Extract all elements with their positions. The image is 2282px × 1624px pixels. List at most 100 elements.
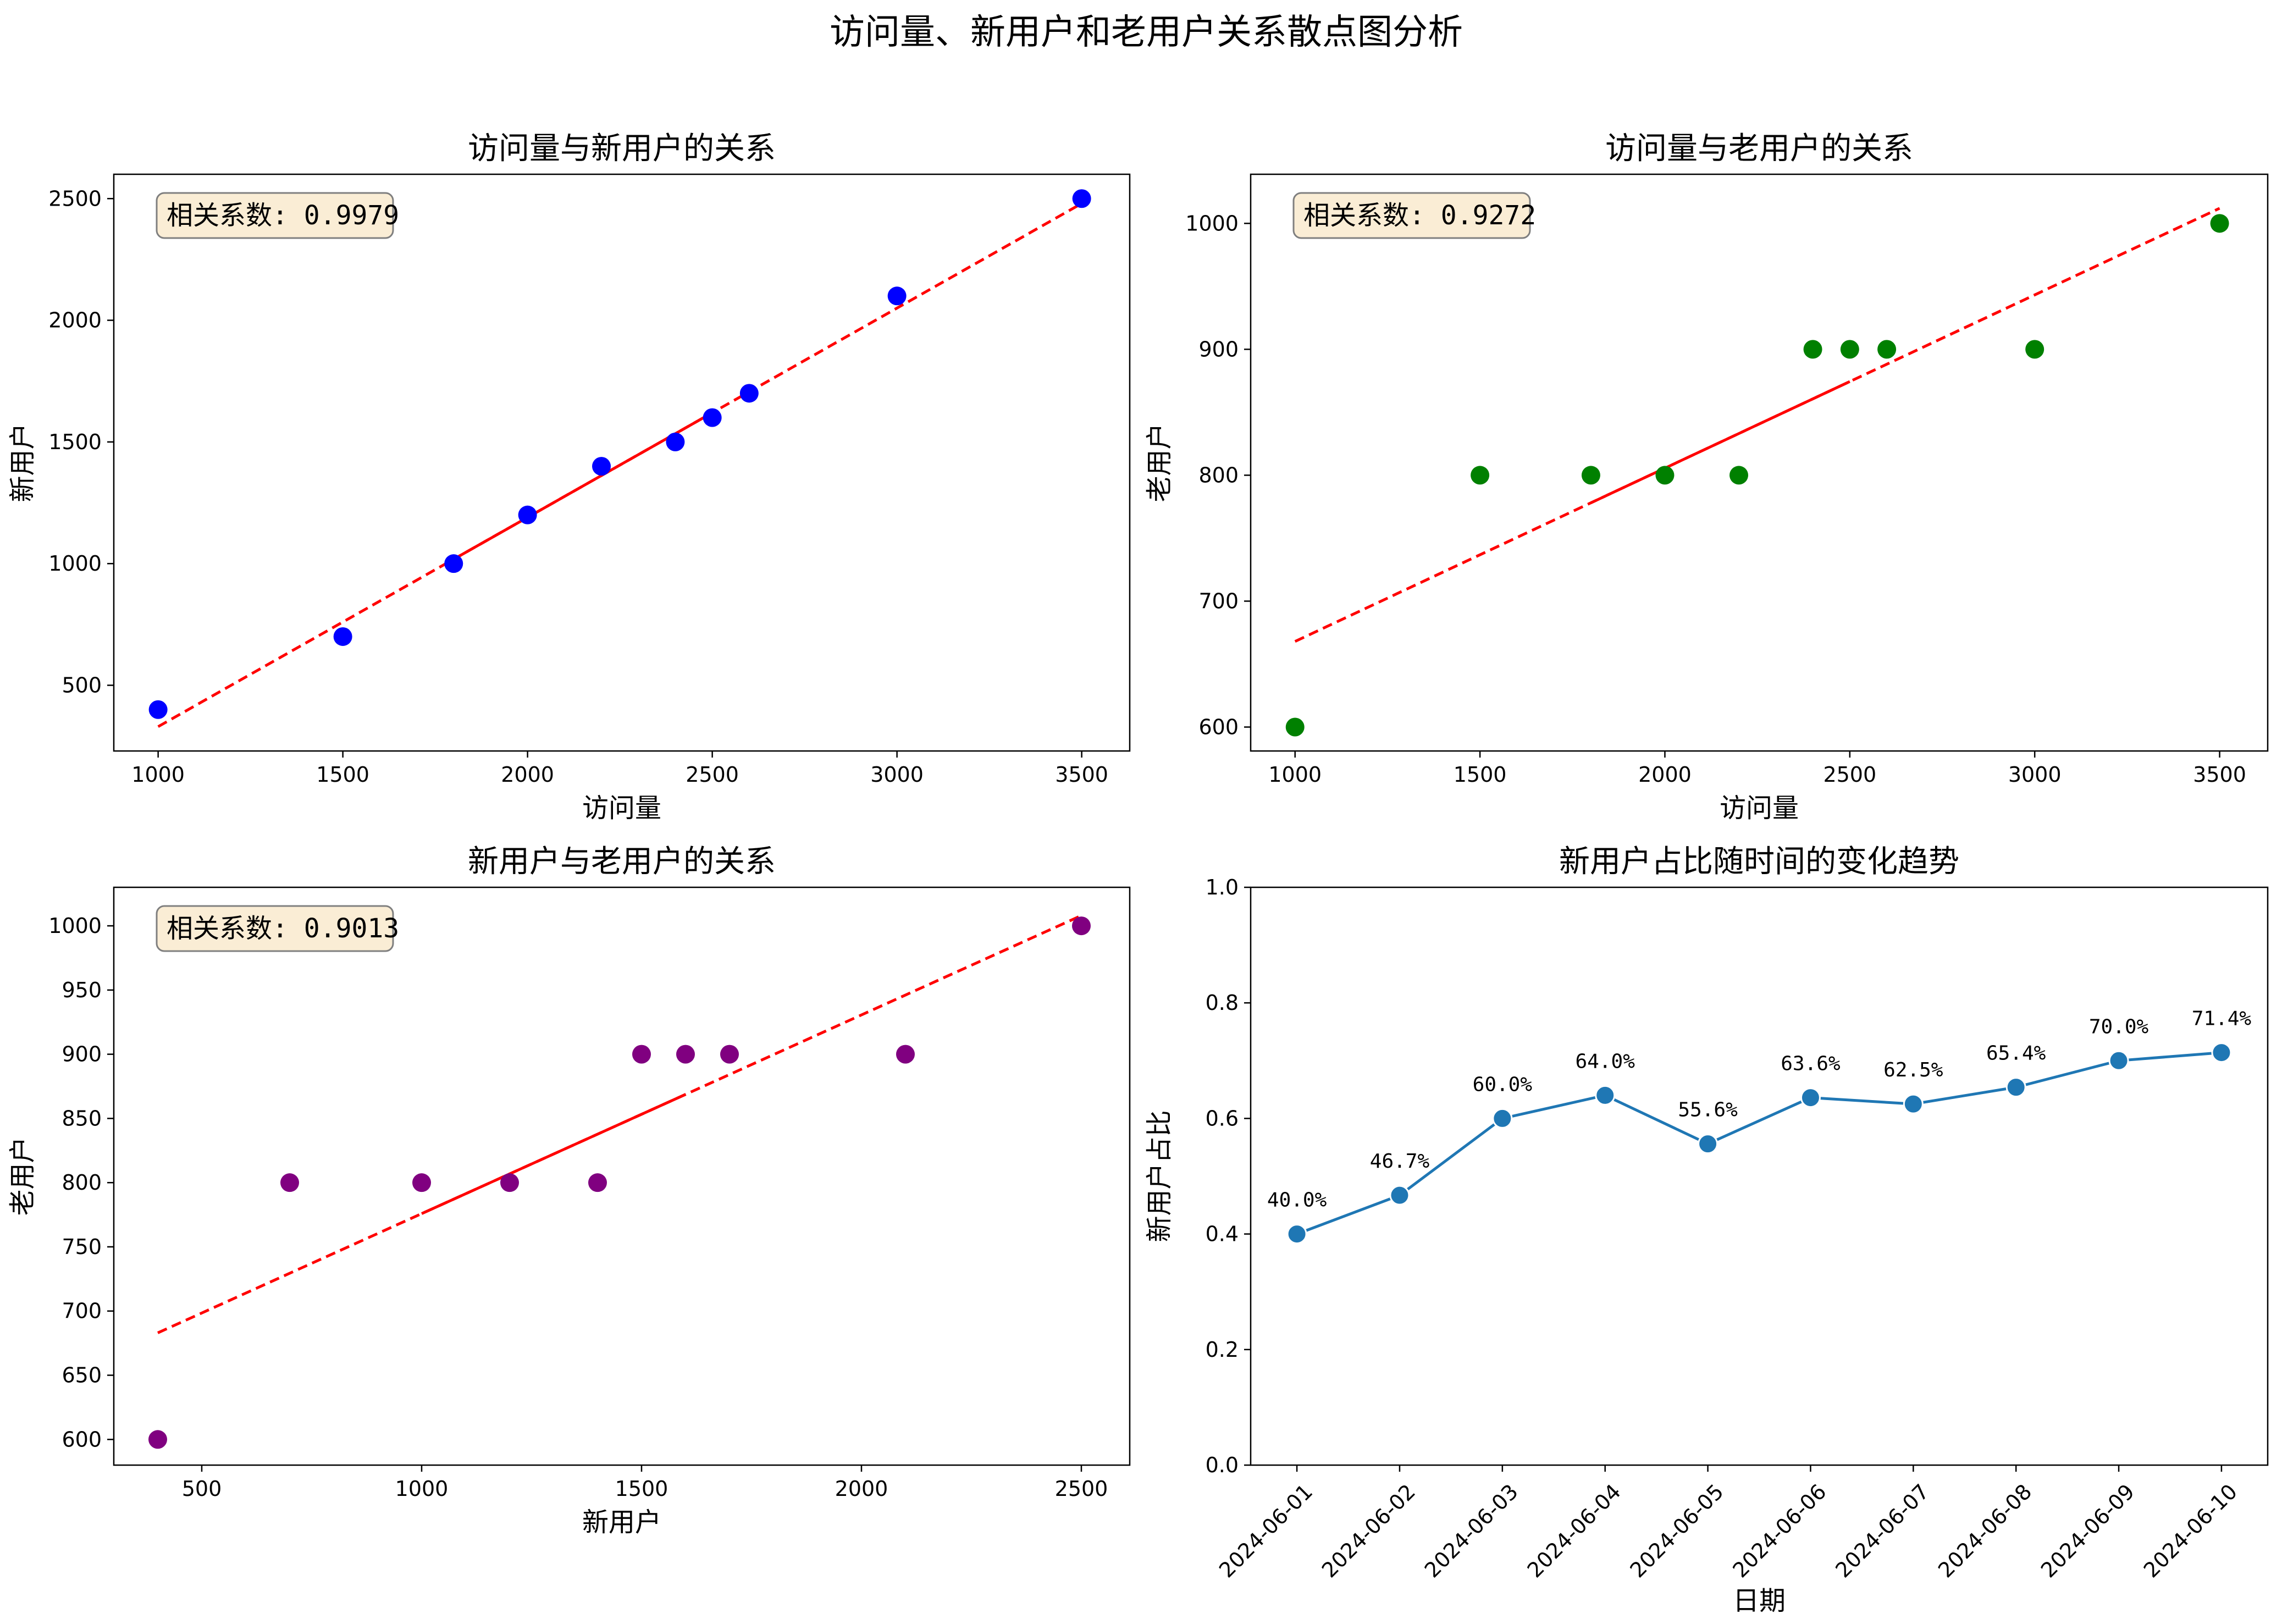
axes-frame — [113, 886, 1131, 1466]
panel-title: 新用户占比随时间的变化趋势 — [1559, 844, 1959, 880]
x-tick-label: 2024-06-07 — [1831, 1479, 1933, 1582]
x-tick-label: 1500 — [615, 1477, 668, 1501]
y-tick-label: 2500 — [48, 186, 102, 211]
data-point — [280, 1173, 299, 1192]
data-point — [588, 1173, 607, 1192]
data-point — [1581, 466, 1600, 485]
y-tick-label: 0.0 — [1206, 1453, 1239, 1477]
y-tick-label: 1000 — [48, 914, 102, 938]
data-label: 71.4% — [2192, 1008, 2252, 1030]
data-point — [518, 505, 537, 524]
data-point — [632, 1045, 651, 1064]
y-tick-label: 500 — [62, 673, 102, 697]
data-point — [444, 554, 463, 573]
data-point — [1072, 189, 1091, 208]
data-point — [1492, 1108, 1513, 1129]
data-point — [1072, 916, 1091, 936]
axes-frame — [1250, 886, 2269, 1466]
y-tick-label: 1.0 — [1206, 875, 1239, 899]
x-tick-label: 2000 — [835, 1477, 888, 1501]
data-point — [1285, 717, 1305, 737]
data-point — [2211, 1042, 2232, 1063]
data-point — [887, 286, 907, 306]
data-point — [592, 457, 611, 476]
x-tick-label: 500 — [182, 1477, 222, 1501]
data-point — [2210, 214, 2229, 233]
chart-panels: 访问量与新用户的关系 500 1000 1500 2000 2500 1000 1500 200… — [7, 131, 2269, 1616]
y-tick-label: 0.4 — [1206, 1222, 1239, 1246]
data-point — [1698, 1134, 1719, 1155]
correlation-box — [156, 905, 394, 952]
data-point — [2025, 340, 2045, 359]
y-tick-label: 850 — [62, 1106, 102, 1130]
x-tick-label: 2024-06-02 — [1317, 1479, 1420, 1582]
panel-title: 访问量与老用户的关系 — [1605, 131, 1913, 167]
x-tick-label: 2500 — [1823, 763, 1876, 787]
x-tick-label: 2024-06-03 — [1420, 1479, 1523, 1582]
y-tick-label: 600 — [1198, 715, 1239, 739]
y-tick-label: 2000 — [48, 308, 102, 333]
data-point — [720, 1045, 739, 1064]
x-tick-label: 3000 — [2008, 763, 2062, 787]
y-tick-label: 750 — [62, 1235, 102, 1259]
panel-title: 新用户与老用户的关系 — [468, 844, 776, 880]
x-tick-label: 2024-06-09 — [2036, 1479, 2139, 1582]
data-label: 40.0% — [1267, 1189, 1327, 1212]
data-point — [1286, 1224, 1307, 1245]
data-point — [1800, 1087, 1821, 1108]
y-tick-label: 600 — [62, 1427, 102, 1451]
x-tick-label: 1000 — [131, 763, 185, 787]
y-tick-label: 900 — [1198, 337, 1239, 361]
correlation-label: 相关系数: 0.9013 — [167, 913, 399, 944]
chart-panel-4: 新用户占比随时间的变化趋势 0.0 0.2 0.4 0.6 0.8 1.0 2024-06-0… — [1144, 844, 2269, 1616]
chart-panel-1: 访问量与新用户的关系 500 1000 1500 2000 2500 1000 1500 200… — [7, 131, 1131, 824]
data-point — [412, 1173, 431, 1192]
y-tick-label: 0.6 — [1206, 1106, 1239, 1130]
x-axis-label: 日期 — [1733, 1586, 1786, 1616]
data-point — [1655, 466, 1675, 485]
trend-line-solid — [1590, 380, 1850, 504]
x-tick-label: 2000 — [1638, 763, 1692, 787]
y-tick-label: 0.8 — [1206, 991, 1239, 1015]
data-point — [666, 432, 685, 451]
x-tick-label: 2024-06-06 — [1728, 1479, 1831, 1582]
y-axis-label: 老用户 — [1144, 423, 1175, 502]
data-point — [1803, 340, 1822, 359]
data-point — [1595, 1085, 1616, 1106]
data-label: 65.4% — [1986, 1042, 2046, 1065]
x-axis-label: 新用户 — [582, 1507, 661, 1538]
data-point — [739, 384, 759, 403]
correlation-box — [1292, 192, 1531, 239]
axes-frame — [113, 173, 1131, 752]
data-point — [1877, 340, 1897, 359]
data-label: 46.7% — [1370, 1150, 1430, 1173]
series-line — [1296, 1051, 2222, 1235]
data-point — [1471, 466, 1490, 485]
x-tick-label: 2500 — [686, 763, 739, 787]
data-point — [148, 700, 168, 719]
x-tick-label: 2024-06-10 — [2139, 1479, 2242, 1582]
data-point — [1389, 1185, 1410, 1206]
data-point — [500, 1173, 519, 1192]
x-tick-label: 1500 — [1454, 763, 1507, 787]
data-label: 60.0% — [1473, 1073, 1533, 1096]
x-tick-label: 1500 — [316, 763, 369, 787]
x-tick-label: 2024-06-04 — [1523, 1479, 1626, 1582]
data-label: 62.5% — [1883, 1059, 1943, 1081]
y-axis-label: 新用户占比 — [1144, 1110, 1175, 1242]
y-tick-label: 650 — [62, 1363, 102, 1388]
y-tick-label: 700 — [62, 1299, 102, 1323]
correlation-box — [156, 192, 394, 239]
x-tick-label: 1000 — [395, 1477, 449, 1501]
data-point — [703, 408, 722, 427]
y-axis-label: 老用户 — [7, 1136, 38, 1216]
figure-title: 访问量、新用户和老用户关系散点图分析 — [830, 12, 1463, 53]
y-tick-label: 1500 — [48, 430, 102, 454]
data-point — [2108, 1050, 2129, 1071]
data-label: 55.6% — [1678, 1099, 1738, 1122]
correlation-label: 相关系数: 0.9272 — [1303, 200, 1536, 231]
y-tick-label: 800 — [62, 1170, 102, 1195]
x-tick-label: 2024-06-01 — [1214, 1479, 1317, 1582]
chart-panel-2: 访问量与老用户的关系 600 700 800 900 1000 1000 1500 2000 25… — [1144, 131, 2269, 824]
